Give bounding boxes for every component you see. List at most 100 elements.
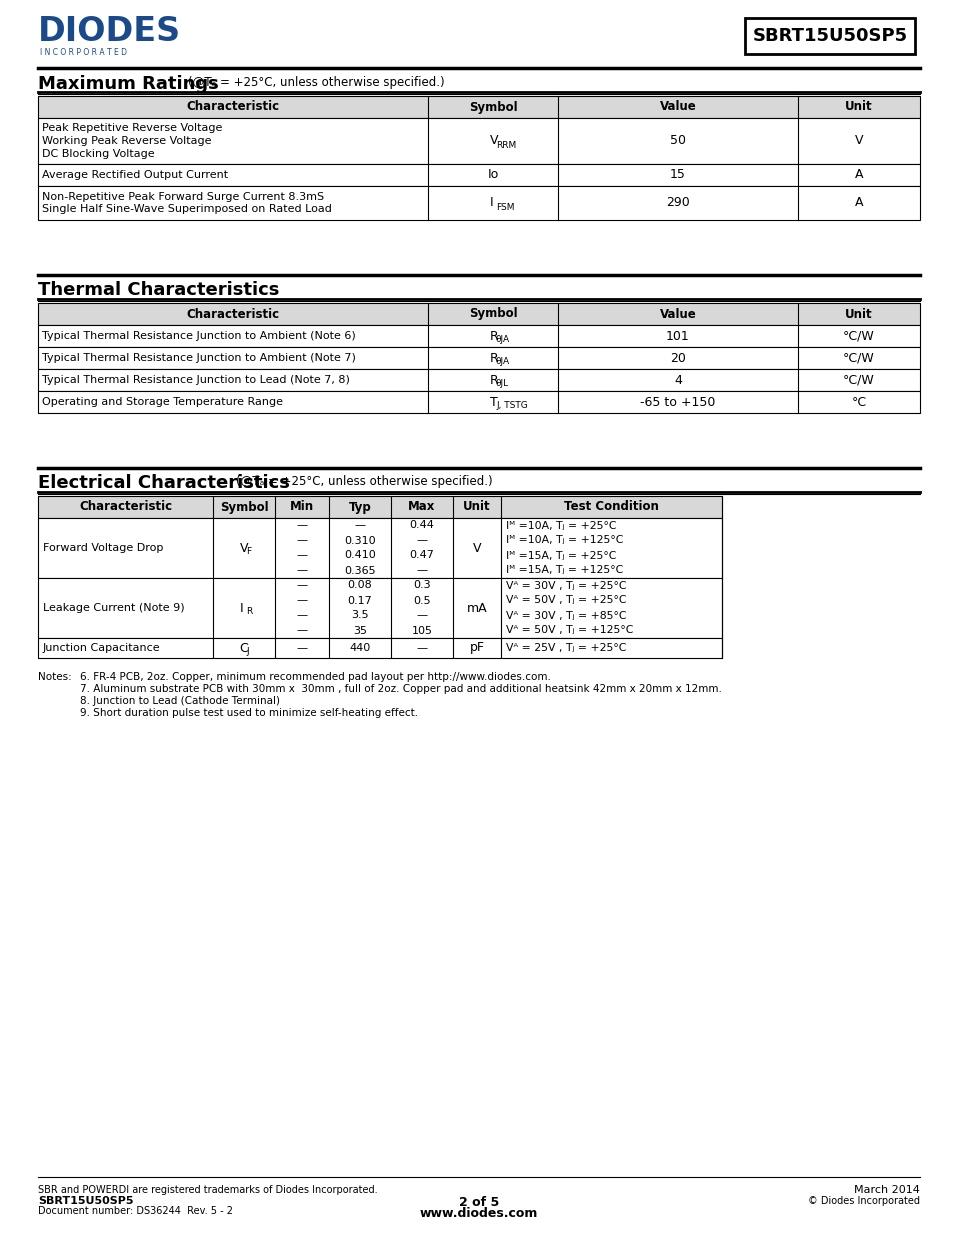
Text: I: I: [239, 601, 243, 615]
Text: Min: Min: [290, 500, 314, 514]
Text: 35: 35: [353, 625, 367, 636]
Text: Single Half Sine-Wave Superimposed on Rated Load: Single Half Sine-Wave Superimposed on Ra…: [42, 205, 332, 215]
Text: 0.47: 0.47: [409, 551, 434, 561]
Text: Characteristic: Characteristic: [79, 500, 172, 514]
Text: SBRT15U50SP5: SBRT15U50SP5: [38, 1195, 133, 1207]
Text: R: R: [489, 352, 498, 364]
Text: 9. Short duration pulse test used to minimize self-heating effect.: 9. Short duration pulse test used to min…: [80, 708, 417, 718]
Text: Io: Io: [487, 168, 498, 182]
Text: —: —: [296, 580, 307, 590]
Text: θJA: θJA: [496, 357, 510, 367]
Text: SBRT15U50SP5: SBRT15U50SP5: [752, 27, 906, 44]
Text: I N C O R P O R A T E D: I N C O R P O R A T E D: [40, 48, 127, 57]
Text: Vᴬ = 30V , Tⱼ = +85°C: Vᴬ = 30V , Tⱼ = +85°C: [505, 610, 626, 620]
Text: © Diodes Incorporated: © Diodes Incorporated: [807, 1195, 919, 1207]
Text: 8. Junction to Lead (Cathode Terminal): 8. Junction to Lead (Cathode Terminal): [80, 697, 280, 706]
Bar: [38, 517, 721, 578]
Text: θJA: θJA: [496, 336, 510, 345]
Text: °C/W: °C/W: [842, 352, 874, 364]
Bar: [744, 19, 914, 54]
Text: V: V: [854, 135, 862, 147]
Text: Document number: DS36244  Rev. 5 - 2: Document number: DS36244 Rev. 5 - 2: [38, 1207, 233, 1216]
Text: —: —: [416, 643, 427, 653]
Text: 7. Aluminum substrate PCB with 30mm x  30mm , full of 2oz. Copper pad and additi: 7. Aluminum substrate PCB with 30mm x 30…: [80, 684, 721, 694]
Text: 4: 4: [674, 373, 681, 387]
Text: 50: 50: [669, 135, 685, 147]
Text: Junction Capacitance: Junction Capacitance: [43, 643, 160, 653]
Text: Vᴬ = 30V , Tⱼ = +25°C: Vᴬ = 30V , Tⱼ = +25°C: [505, 580, 626, 590]
Text: Characteristic: Characteristic: [186, 308, 279, 321]
Text: °C/W: °C/W: [842, 330, 874, 342]
Bar: [38, 496, 721, 517]
Text: FSM: FSM: [496, 203, 514, 211]
Text: 290: 290: [665, 196, 689, 210]
Bar: [38, 119, 919, 164]
Text: 3.5: 3.5: [351, 610, 369, 620]
Text: mA: mA: [466, 601, 487, 615]
Text: Electrical Characteristics: Electrical Characteristics: [38, 474, 290, 492]
Text: DC Blocking Voltage: DC Blocking Voltage: [42, 149, 154, 159]
Text: —: —: [296, 520, 307, 531]
Text: 20: 20: [669, 352, 685, 364]
Text: RRM: RRM: [496, 141, 516, 149]
Text: Vᴬ = 50V , Tⱼ = +25°C: Vᴬ = 50V , Tⱼ = +25°C: [505, 595, 626, 605]
Text: V: V: [473, 541, 480, 555]
Text: Non-Repetitive Peak Forward Surge Current 8.3mS: Non-Repetitive Peak Forward Surge Curren…: [42, 191, 324, 201]
Text: R: R: [489, 330, 498, 342]
Bar: [38, 638, 721, 658]
Text: Typ: Typ: [348, 500, 371, 514]
Text: Vᴬ = 25V , Tⱼ = +25°C: Vᴬ = 25V , Tⱼ = +25°C: [505, 643, 626, 653]
Text: Average Rectified Output Current: Average Rectified Output Current: [42, 170, 228, 180]
Bar: [38, 164, 919, 186]
Text: —: —: [296, 536, 307, 546]
Text: 6. FR-4 PCB, 2oz. Copper, minimum recommended pad layout per http://www.diodes.c: 6. FR-4 PCB, 2oz. Copper, minimum recomm…: [80, 672, 550, 682]
Text: (@Tₐ = +25°C, unless otherwise specified.): (@Tₐ = +25°C, unless otherwise specified…: [235, 475, 492, 488]
Text: -65 to +150: -65 to +150: [639, 395, 715, 409]
Text: 440: 440: [349, 643, 370, 653]
Text: —: —: [296, 643, 307, 653]
Text: 15: 15: [669, 168, 685, 182]
Text: Leakage Current (Note 9): Leakage Current (Note 9): [43, 603, 185, 613]
Text: V: V: [239, 541, 248, 555]
Text: Operating and Storage Temperature Range: Operating and Storage Temperature Range: [42, 396, 283, 408]
Bar: [38, 347, 919, 369]
Bar: [38, 369, 919, 391]
Text: 0.310: 0.310: [344, 536, 375, 546]
Text: 0.5: 0.5: [413, 595, 431, 605]
Text: °C: °C: [850, 395, 865, 409]
Text: 105: 105: [411, 625, 432, 636]
Bar: [38, 186, 919, 220]
Bar: [38, 96, 919, 119]
Text: —: —: [296, 595, 307, 605]
Text: 0.08: 0.08: [347, 580, 372, 590]
Text: I: I: [489, 196, 493, 210]
Text: DIODES: DIODES: [38, 15, 181, 48]
Text: 0.44: 0.44: [409, 520, 434, 531]
Text: 0.365: 0.365: [344, 566, 375, 576]
Text: Value: Value: [659, 308, 696, 321]
Text: SBR and POWERDI are registered trademarks of Diodes Incorporated.: SBR and POWERDI are registered trademark…: [38, 1186, 377, 1195]
Text: R: R: [489, 373, 498, 387]
Text: —: —: [296, 566, 307, 576]
Text: Characteristic: Characteristic: [186, 100, 279, 114]
Text: Iᴹ =10A, Tⱼ = +25°C: Iᴹ =10A, Tⱼ = +25°C: [505, 520, 616, 531]
Text: —: —: [296, 551, 307, 561]
Text: C: C: [239, 641, 248, 655]
Text: —: —: [296, 610, 307, 620]
Text: T: T: [489, 395, 497, 409]
Text: Notes:: Notes:: [38, 672, 71, 682]
Text: March 2014: March 2014: [853, 1186, 919, 1195]
Bar: [38, 303, 919, 325]
Text: Typical Thermal Resistance Junction to Lead (Note 7, 8): Typical Thermal Resistance Junction to L…: [42, 375, 350, 385]
Text: F: F: [246, 547, 251, 557]
Text: Max: Max: [408, 500, 436, 514]
Text: °C/W: °C/W: [842, 373, 874, 387]
Text: 0.17: 0.17: [347, 595, 372, 605]
Text: Unit: Unit: [463, 500, 490, 514]
Text: (@Tₐ = +25°C, unless otherwise specified.): (@Tₐ = +25°C, unless otherwise specified…: [188, 77, 444, 89]
Text: Typical Thermal Resistance Junction to Ambient (Note 6): Typical Thermal Resistance Junction to A…: [42, 331, 355, 341]
Text: J: J: [246, 647, 249, 657]
Text: —: —: [416, 536, 427, 546]
Bar: [38, 325, 919, 347]
Text: Thermal Characteristics: Thermal Characteristics: [38, 282, 279, 299]
